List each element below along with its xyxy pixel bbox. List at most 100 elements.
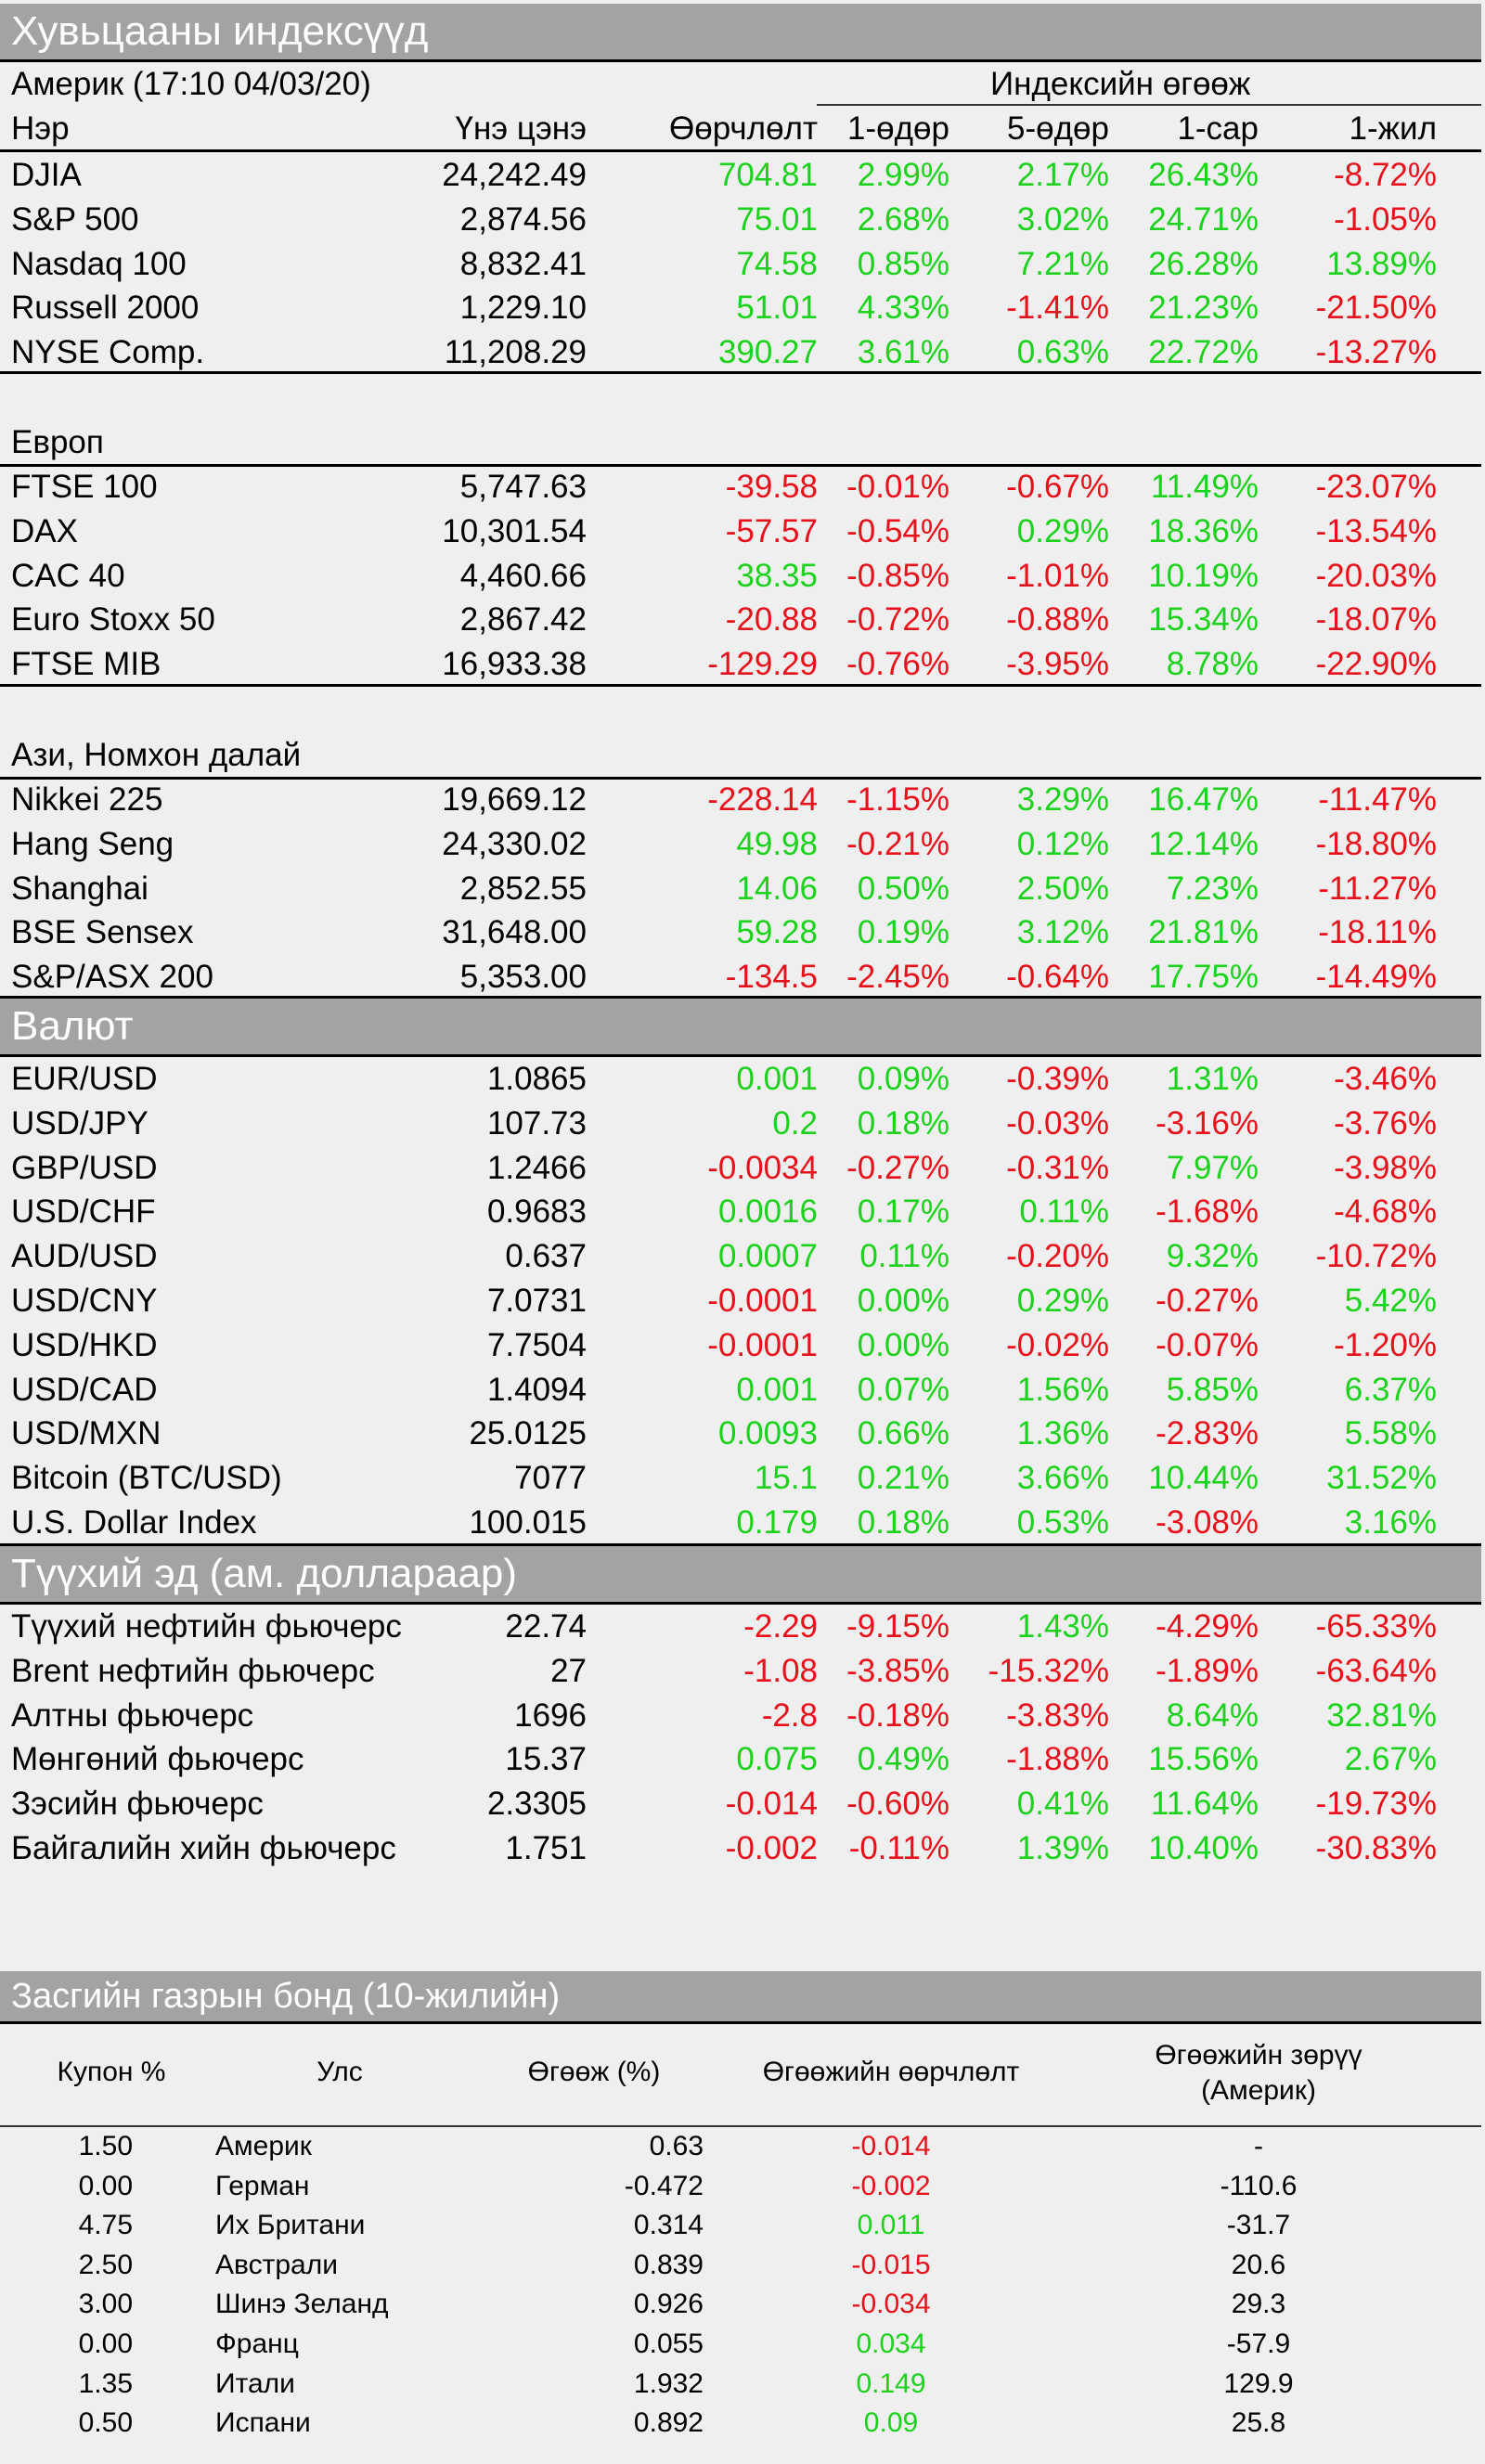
america-d5-cell: 2.17% [1016,157,1109,193]
commodities-row: Зэсийн фьючерс 2.3305 -0.014 -0.60% 0.41% 11.… [0,1782,1481,1826]
asia-row: S&P/ASX 200 5,353.00 -134.5 -2.45% -0.64% 17.… [0,955,1481,1000]
europe-header-line [0,464,1481,467]
bond-spread-cell: 25.8 [1231,2407,1286,2439]
bond-country-cell: Герман [215,2170,310,2201]
bond-country-cell: Испани [215,2407,311,2439]
bond-yield-change-cell: 0.149 [856,2367,926,2399]
commodities-name-cell: Зэсийн фьючерс [11,1786,264,1823]
currency-name-cell: USD/HKD [11,1326,158,1363]
asia-row: Nikkei 225 19,669.12 -228.14 -1.15% 3.29% 16.… [0,778,1481,822]
currency-y1-cell: -3.98% [1334,1149,1437,1186]
america-row: NYSE Comp. 11,208.29 390.27 3.61% 0.63% 22.72… [0,330,1481,375]
europe-m1-cell: 8.78% [1166,646,1259,683]
currency-d5-cell: -0.03% [1006,1104,1109,1142]
asia-change-cell: 14.06 [736,870,818,907]
america-row: Nasdaq 100 8,832.41 74.58 0.85% 7.21% 26.28% 1… [0,242,1481,287]
asia-price-cell: 19,669.12 [442,781,587,818]
currency-d1-cell: 0.09% [857,1061,949,1097]
currency-y1-cell: -1.20% [1334,1326,1437,1363]
america-bottom-line [0,371,1481,374]
europe-d1-cell: -0.85% [846,557,949,594]
bond-col-spread-line2: (Америк) [1201,2075,1316,2106]
currency-d1-cell: 0.18% [857,1104,949,1142]
currency-y1-cell: -3.76% [1334,1104,1437,1142]
europe-d5-cell: -0.67% [1006,469,1109,505]
currency-row: USD/CHF 0.9683 0.0016 0.17% 0.11% -1.68% -4.68… [0,1190,1481,1234]
bond-row: 3.00 Шинэ Зеланд 0.926 -0.034 29.3 [0,2285,1481,2324]
commodities-m1-cell: 11.64% [1150,1786,1259,1823]
currency-row: AUD/USD 0.637 0.0007 0.11% -0.20% 9.32% -10.72… [0,1234,1481,1279]
bond-coupon-cell: 0.00 [78,2170,133,2201]
america-d1-cell: 0.85% [857,245,949,282]
commodities-row: Байгалийн хийн фьючерс 1.751 -0.002 -0.11% 1… [0,1826,1481,1871]
commodities-price-cell: 15.37 [505,1741,587,1778]
bond-col-spread: Өгөөжийн зөрүү (Америк) [1091,2038,1426,2109]
america-header: Америк (17:10 04/03/20) [11,66,371,102]
currency-price-cell: 0.637 [505,1238,587,1275]
currency-m1-cell: -0.07% [1156,1326,1259,1363]
europe-name-cell: DAX [11,512,78,549]
commodities-y1-cell: 32.81% [1326,1696,1437,1734]
bond-country-cell: Франц [215,2329,299,2359]
bond-country-cell: Австрали [215,2249,338,2280]
europe-change-cell: -20.88 [725,601,818,639]
bond-yield-change-cell: 0.011 [857,2210,925,2241]
commodities-price-cell: 1.751 [505,1830,587,1866]
currency-name-cell: U.S. Dollar Index [11,1504,257,1541]
commodities-name-cell: Байгалийн хийн фьючерс [11,1830,396,1866]
currency-title-underline [0,1054,1481,1057]
america-y1-cell: -21.50% [1315,290,1437,327]
america-d1-cell: 2.68% [857,200,949,238]
europe-d5-cell: -1.01% [1006,557,1109,594]
europe-change-cell: 38.35 [736,557,818,594]
europe-price-cell: 16,933.38 [442,646,587,683]
bond-col-coupon: Купон % [57,2057,166,2087]
commodities-y1-cell: -63.64% [1315,1652,1437,1689]
currency-change-cell: -0.0001 [707,1326,818,1363]
col-change: Өөрчлөлт [669,110,818,147]
currency-price-cell: 1.2466 [486,1149,587,1186]
commodities-d5-cell: 1.43% [1016,1608,1109,1645]
asia-row: Shanghai 2,852.55 14.06 0.50% 2.50% 7.23% -11.… [0,867,1481,911]
currency-d5-cell: 1.36% [1016,1415,1109,1452]
america-d5-cell: 3.02% [1016,200,1109,238]
asia-price-cell: 5,353.00 [459,959,587,996]
europe-header: Европ [11,424,104,460]
currency-price-cell: 0.9683 [486,1193,587,1231]
currency-m1-cell: 7.97% [1166,1149,1259,1186]
currency-name-cell: USD/JPY [11,1104,148,1142]
commodities-row: Алтны фьючерс 1696 -2.8 -0.18% -3.83% 8.64% 32… [0,1694,1481,1738]
currency-d5-cell: -0.39% [1006,1061,1109,1097]
america-row: DJIA 24,242.49 704.81 2.99% 2.17% 26.43% -8.72… [0,153,1481,198]
commodities-change-cell: -0.014 [725,1786,818,1823]
currency-name-cell: GBP/USD [11,1149,158,1186]
europe-price-cell: 2,867.42 [459,601,587,639]
america-change-cell: 390.27 [717,334,818,371]
bond-yield-cell: 0.055 [633,2329,704,2359]
commodities-d1-cell: -3.85% [846,1652,949,1689]
commodities-d5-cell: 1.39% [1016,1830,1109,1866]
europe-row: CAC 40 4,460.66 38.35 -0.85% -1.01% 10.19% -20… [0,554,1481,599]
asia-name-cell: S&P/ASX 200 [11,959,213,996]
asia-name-cell: Nikkei 225 [11,781,163,818]
index-return-label: Индексийн өгөөж [990,66,1251,102]
currency-change-cell: 0.0016 [717,1193,818,1231]
bond-spread-cell: 129.9 [1223,2367,1294,2399]
europe-price-cell: 10,301.54 [442,512,587,549]
commodities-m1-cell: -4.29% [1156,1608,1259,1645]
commodities-d1-cell: -0.60% [846,1786,949,1823]
bond-spread-cell: -31.7 [1226,2210,1291,2241]
america-price-cell: 11,208.29 [444,334,587,371]
bond-spread-cell: 20.6 [1231,2249,1286,2280]
bond-country-cell: Шинэ Зеланд [215,2289,389,2320]
europe-y1-cell: -13.54% [1315,512,1437,549]
asia-name-cell: Hang Seng [11,825,174,862]
asia-d5-cell: 3.12% [1016,914,1109,951]
bond-coupon-cell: 3.00 [78,2289,133,2320]
currency-change-cell: -0.0001 [707,1283,818,1319]
commodities-row: Мөнгөний фьючерс 15.37 0.075 0.49% -1.88% 15.… [0,1737,1481,1782]
currency-price-cell: 107.73 [486,1104,587,1142]
europe-m1-cell: 11.49% [1150,469,1259,505]
europe-row: Euro Stoxx 50 2,867.42 -20.88 -0.72% -0.88% 1… [0,598,1481,642]
commodities-d1-cell: -9.15% [846,1608,949,1645]
